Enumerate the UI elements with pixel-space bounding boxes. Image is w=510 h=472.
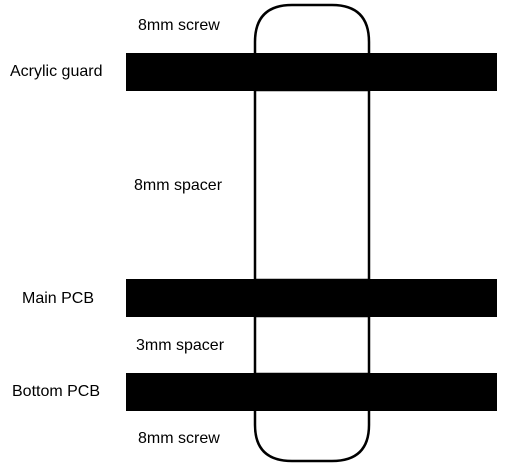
top-screw-label: 8mm screw (138, 17, 220, 34)
acrylic-guard-label: Acrylic guard (10, 63, 103, 80)
spacer-3mm-label: 3mm spacer (136, 337, 225, 354)
main-pcb-label: Main PCB (22, 290, 95, 307)
main-pcb-layer (126, 279, 497, 317)
spacer-3mm-shape (253, 314, 371, 376)
top-screw-shape (253, 3, 371, 55)
bottom-screw-label: 8mm screw (138, 430, 220, 447)
acrylic-guard-layer (126, 53, 497, 91)
spacer-8mm-label: 8mm spacer (134, 177, 223, 194)
bottom-pcb-layer (126, 373, 497, 411)
bottom-pcb-label: Bottom PCB (12, 383, 101, 400)
spacer-8mm-shape (253, 88, 371, 282)
bottom-screw-shape (253, 410, 371, 463)
